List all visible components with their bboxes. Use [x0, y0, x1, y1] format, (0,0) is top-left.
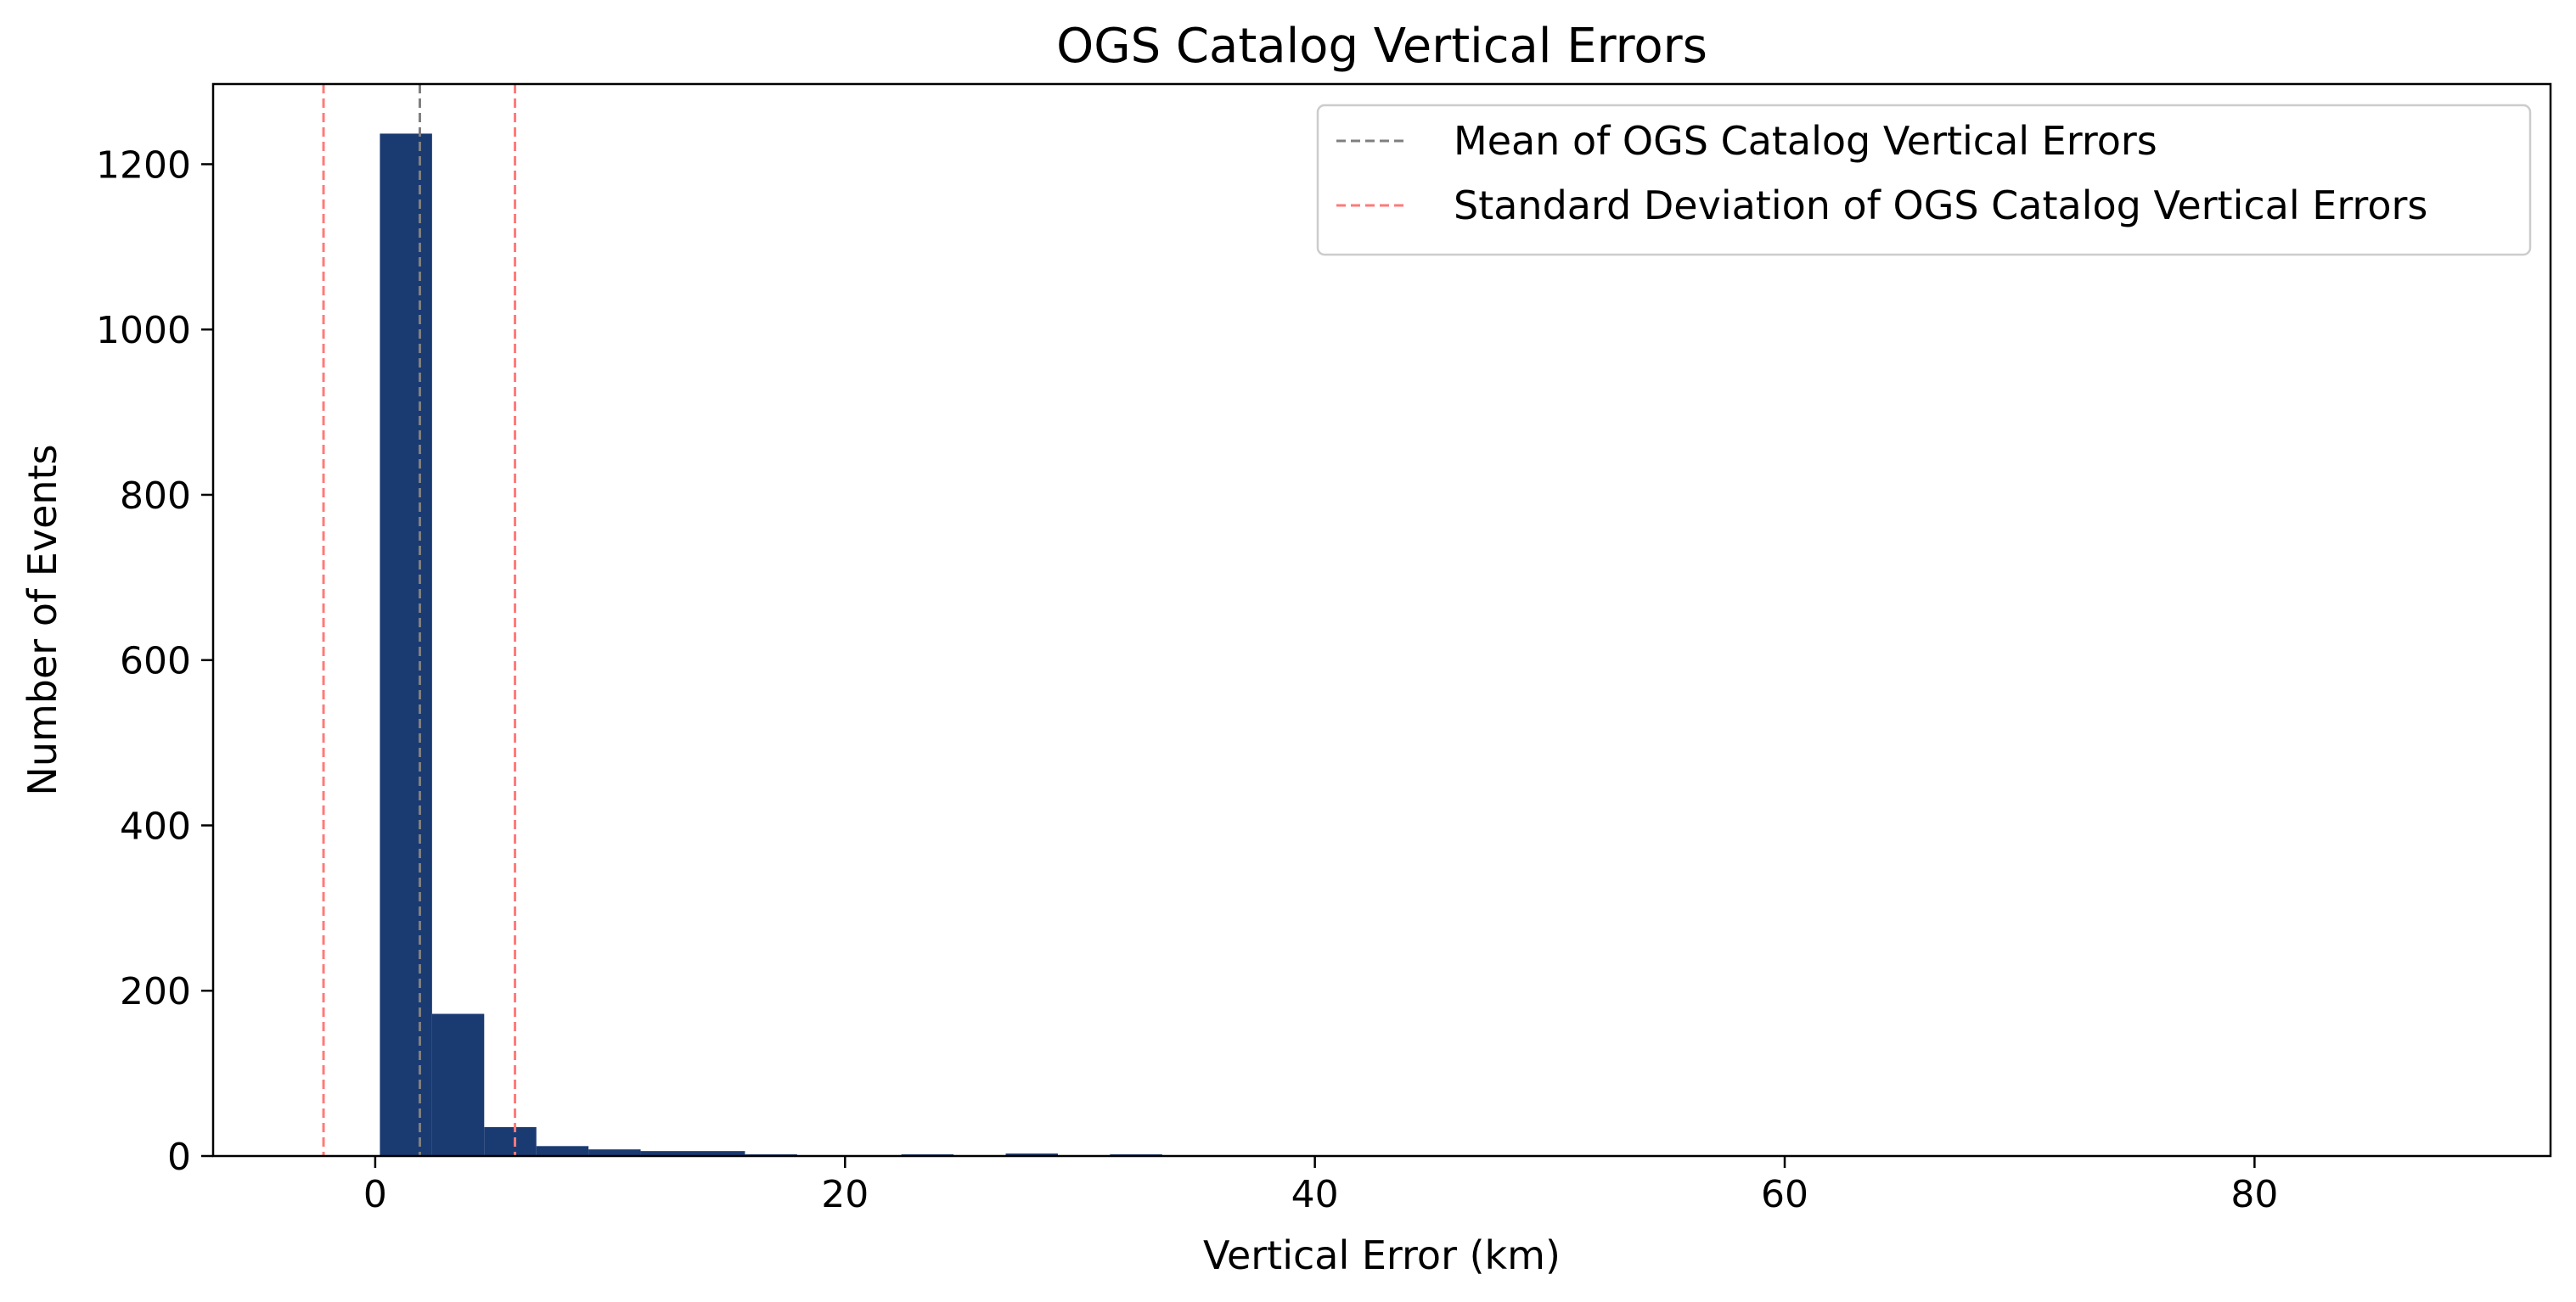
- y-tick-label: 0: [167, 1136, 191, 1179]
- histogram-bar-12: [1005, 1153, 1058, 1156]
- plot-frame: [211, 82, 2552, 1158]
- y-tick-label: 800: [120, 474, 191, 518]
- x-axis-ticks: 0 20 40 60 80: [363, 1156, 2278, 1216]
- legend: Mean of OGS Catalog Vertical Errors Stand…: [1316, 104, 2532, 256]
- x-tick-label: 20: [821, 1173, 869, 1216]
- x-tick-label: 0: [363, 1173, 387, 1216]
- bars-layer: [380, 133, 1215, 1157]
- x-tick-label: 40: [1291, 1173, 1339, 1216]
- y-tick-label: 1200: [96, 143, 191, 187]
- histogram-bar-6: [692, 1151, 745, 1156]
- histogram-bar-5: [640, 1151, 693, 1156]
- y-tick-label: 1000: [96, 309, 191, 352]
- histogram-bar-1: [431, 1013, 485, 1156]
- x-axis-label: Vertical Error (km): [1203, 1232, 1561, 1278]
- legend-label-0: Mean of OGS Catalog Vertical Errors: [1454, 118, 2157, 164]
- histogram-bar-0: [380, 133, 432, 1157]
- y-axis-ticks: 0 200 400 600 800 1000 1200: [96, 143, 213, 1179]
- x-tick-label: 60: [1761, 1173, 1808, 1216]
- chart-title: OGS Catalog Vertical Errors: [1056, 19, 1707, 74]
- legend-box: [1316, 104, 2532, 256]
- legend-label-1: Standard Deviation of OGS Catalog Vertic…: [1454, 182, 2427, 228]
- x-tick-label: 80: [2230, 1173, 2278, 1216]
- histogram-bar-2: [484, 1126, 537, 1156]
- histogram-bar-4: [588, 1149, 641, 1156]
- y-tick-label: 200: [120, 970, 191, 1013]
- y-axis-label: Number of Events: [20, 444, 65, 795]
- y-tick-label: 600: [120, 640, 191, 683]
- reference-lines-layer: [322, 84, 517, 1156]
- histogram-bar-3: [536, 1146, 589, 1156]
- y-tick-label: 400: [120, 805, 191, 848]
